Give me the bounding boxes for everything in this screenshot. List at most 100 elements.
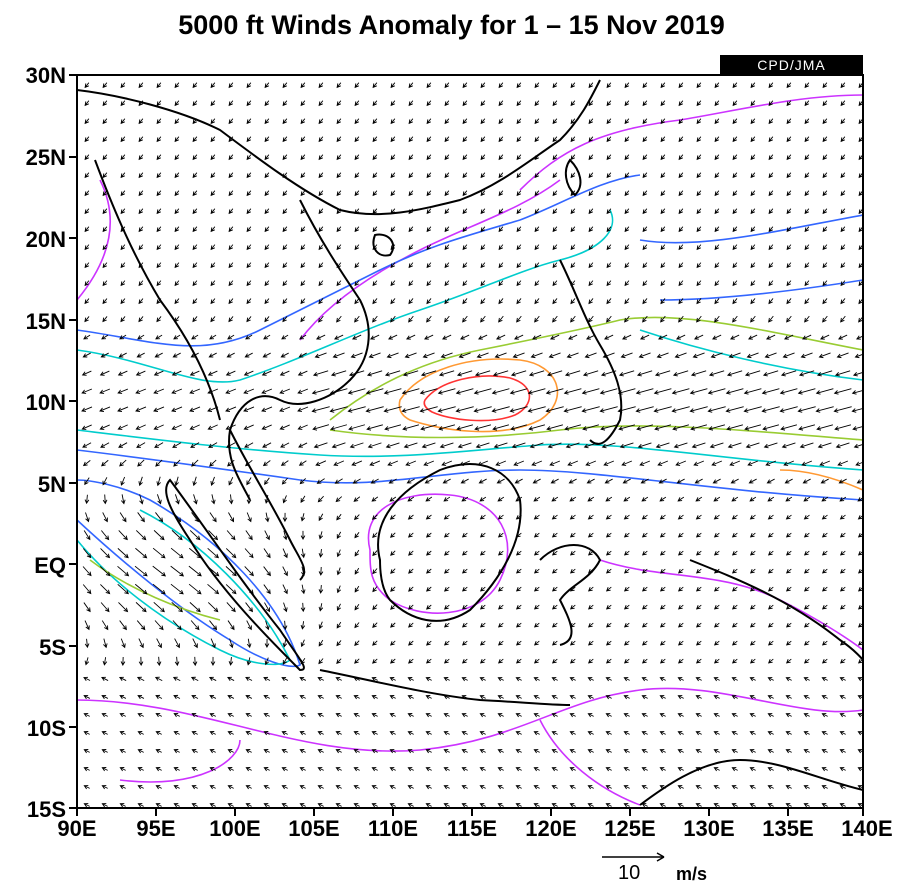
wind-vector [282, 154, 288, 161]
wind-vector [743, 406, 762, 413]
wind-vector [833, 388, 852, 395]
wind-vector [659, 767, 666, 772]
axis-ticks [69, 74, 864, 816]
wind-vector [354, 208, 360, 215]
wind-vector [136, 676, 145, 682]
wind-vector [190, 620, 200, 631]
wind-vector [119, 512, 127, 523]
wind-vector [839, 749, 846, 754]
wind-vector [138, 656, 144, 667]
contour-blue-3 [77, 479, 301, 667]
wind-vector [840, 118, 846, 125]
wind-vector [174, 100, 180, 107]
wind-vector [318, 190, 324, 197]
wind-vector [785, 749, 792, 754]
wind-vector [821, 640, 828, 646]
wind-vector [354, 585, 360, 593]
wind-vector [226, 530, 236, 541]
wind-vector [407, 785, 414, 790]
wind-vector [261, 370, 272, 376]
wind-vector [389, 803, 396, 808]
wind-vector [443, 767, 450, 772]
wind-vector [300, 280, 306, 287]
wind-vector [246, 190, 252, 197]
wind-vector [336, 658, 342, 664]
wind-vector [335, 731, 342, 736]
lat-label-5n: 5N [37, 472, 66, 497]
wind-vector [228, 494, 234, 505]
wind-vector [209, 620, 218, 631]
wind-vector [496, 478, 505, 484]
wind-vector [461, 785, 468, 790]
wind-vector [282, 190, 288, 197]
coastline-layer [77, 79, 863, 806]
wind-vector [515, 677, 522, 682]
wind-vector [443, 586, 450, 592]
wind-vector [713, 514, 720, 520]
wind-vector [767, 622, 774, 628]
wind-vector [208, 352, 217, 358]
wind-vector [782, 352, 795, 359]
wind-vector [551, 731, 558, 736]
wind-vector [390, 100, 396, 107]
wind-vector [840, 190, 846, 197]
wind-vector [498, 100, 504, 107]
wind-vector [606, 100, 612, 107]
wind-vector [174, 298, 180, 305]
wind-vector [839, 695, 846, 700]
wind-vector [354, 100, 360, 107]
wind-vector [173, 694, 181, 700]
wind-vector [408, 118, 414, 125]
wind-vector [280, 460, 289, 466]
wind-vector [840, 82, 846, 89]
wind-vector [154, 676, 163, 682]
wind-vector [135, 406, 147, 412]
wind-vector [497, 658, 504, 664]
wind-vector [425, 496, 433, 502]
wind-vector [533, 514, 540, 520]
wind-vector [515, 785, 522, 790]
wind-vector [354, 622, 360, 629]
wind-vector [765, 460, 777, 466]
wind-vector [173, 749, 180, 754]
wind-vector [372, 190, 378, 197]
wind-vector [851, 407, 863, 413]
wind-vector [228, 476, 234, 486]
wind-vector [119, 694, 127, 700]
wind-vector [784, 478, 793, 484]
wind-vector [732, 154, 738, 161]
wind-vector [118, 442, 128, 448]
wind-vector [624, 298, 630, 305]
wind-vector [840, 262, 846, 269]
wind-vector [155, 785, 162, 790]
wind-vector [606, 154, 612, 161]
wind-vector [570, 136, 576, 143]
wind-vector [314, 352, 327, 359]
wind-vector [510, 370, 527, 377]
chart-title: 5000 ft Winds Anomaly for 1 – 15 Nov 201… [178, 10, 725, 40]
wind-vector [245, 334, 253, 340]
wind-vector [329, 406, 348, 413]
wind-vector [588, 154, 594, 161]
wind-vector [318, 208, 324, 215]
wind-vector [690, 370, 707, 377]
wind-vector [336, 226, 342, 233]
wind-vector [444, 315, 450, 323]
wind-vector [514, 478, 523, 484]
wind-vector [227, 767, 234, 772]
wind-vector [714, 118, 720, 125]
wind-vector [839, 803, 846, 808]
wind-vector [678, 136, 684, 143]
wind-vector [695, 640, 702, 646]
wind-vector [494, 352, 507, 359]
wind-vector [749, 532, 756, 538]
wind-vector [244, 566, 254, 577]
wind-vector [425, 640, 432, 646]
wind-vector [372, 586, 378, 593]
wind-vector [245, 785, 252, 790]
wind-vector [120, 494, 126, 505]
wind-vector [210, 208, 216, 215]
wind-vector [588, 118, 594, 125]
wind-vector [191, 459, 199, 467]
wind-vector [336, 567, 342, 576]
